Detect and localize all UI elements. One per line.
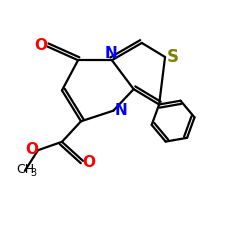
Text: S: S — [166, 48, 178, 66]
Text: O: O — [25, 142, 38, 157]
Text: CH: CH — [16, 163, 34, 176]
Text: N: N — [105, 46, 118, 61]
Text: 3: 3 — [30, 168, 36, 178]
Text: O: O — [34, 38, 48, 54]
Text: O: O — [83, 154, 96, 170]
Text: N: N — [114, 103, 127, 118]
